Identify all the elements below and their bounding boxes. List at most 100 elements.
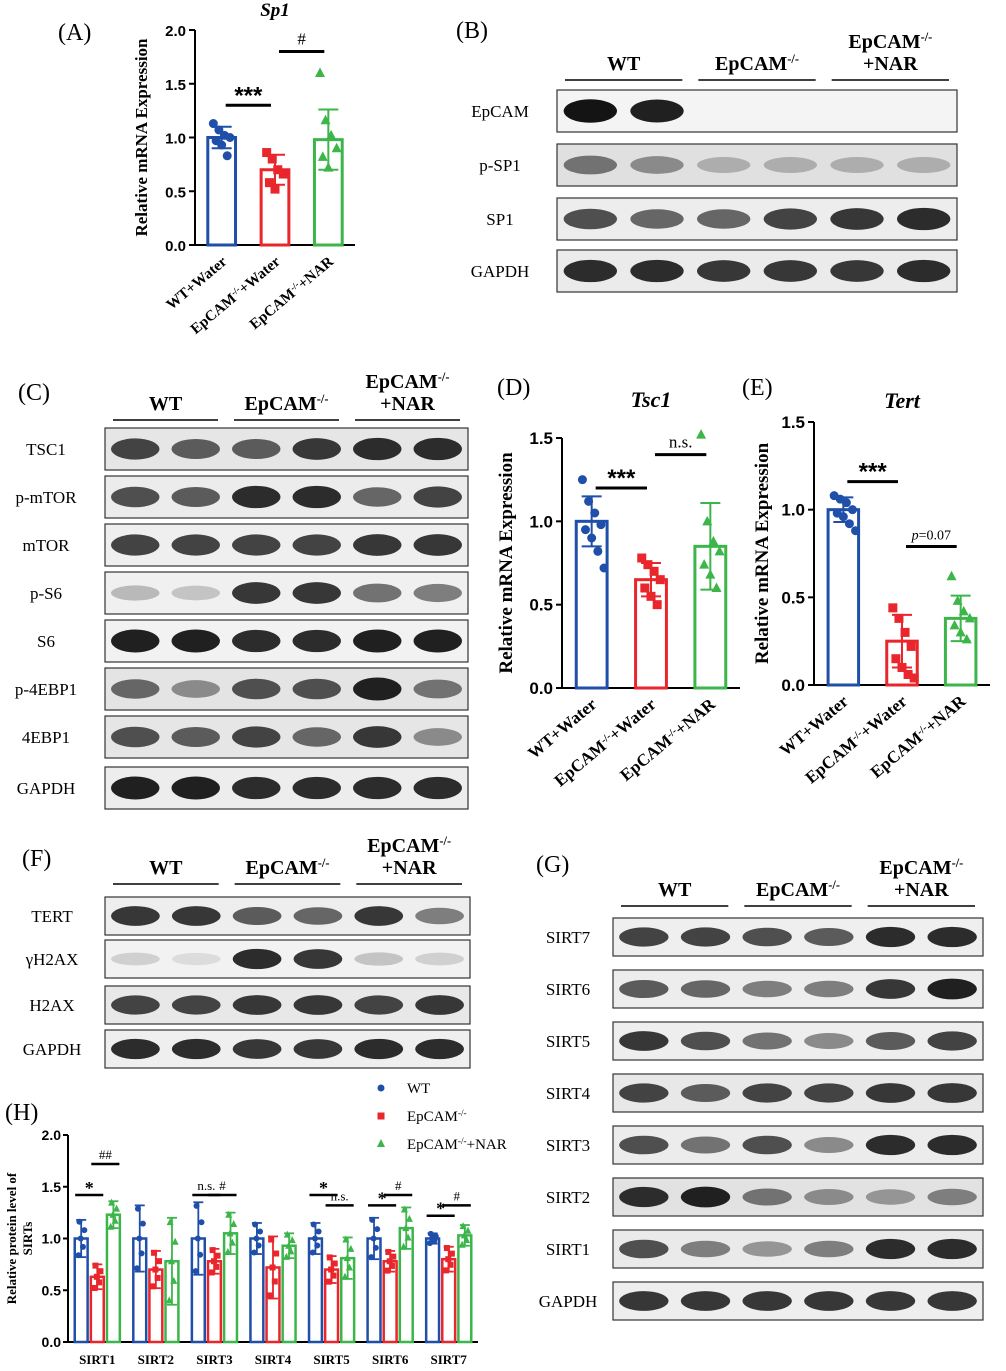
data-point xyxy=(587,533,597,543)
band xyxy=(619,1186,669,1208)
data-point xyxy=(273,1250,280,1257)
data-point xyxy=(463,1236,471,1244)
data-point xyxy=(596,520,606,530)
band xyxy=(293,995,343,1015)
data-point xyxy=(315,67,326,77)
data-point xyxy=(107,1222,115,1230)
data-point xyxy=(278,169,288,179)
y-axis-label: Relative mRNA Expression xyxy=(132,38,151,237)
chart-title: Tert xyxy=(884,388,921,413)
blot-strip xyxy=(104,427,469,471)
blot-strip xyxy=(612,1073,984,1113)
y-tick-label: 0.0 xyxy=(42,1334,62,1350)
band xyxy=(292,582,341,604)
band xyxy=(680,1291,731,1311)
row-label: SIRT5 xyxy=(546,1032,590,1051)
chart-d: 0.0 0.5 1.0 1.5 Relative mRNA Expression Tsc1… xyxy=(496,375,740,790)
band xyxy=(742,1032,792,1050)
data-point xyxy=(270,184,280,194)
band xyxy=(353,677,402,701)
band xyxy=(830,260,884,282)
blot-strip xyxy=(104,571,469,615)
data-point xyxy=(312,1235,319,1242)
y-tick-label: 1.0 xyxy=(42,1231,62,1247)
data-point xyxy=(208,1269,215,1276)
data-point xyxy=(385,1248,392,1255)
significance-label: *** xyxy=(607,465,636,492)
data-point xyxy=(702,515,713,526)
panel-label: (C) xyxy=(18,380,50,406)
y-tick-label: 1.0 xyxy=(165,131,186,148)
band xyxy=(413,679,462,699)
band xyxy=(927,1188,977,1206)
group-label: EpCAM-/- xyxy=(366,370,450,393)
band xyxy=(232,678,281,700)
data-point xyxy=(458,1240,466,1248)
data-point xyxy=(331,142,342,153)
data-point xyxy=(900,627,910,637)
data-point xyxy=(134,1205,141,1212)
blot-b: (B)WT EpCAM-/-EpCAM-/-+NAREpCAMp-SP1SP1GA… xyxy=(456,18,958,293)
blot-strip xyxy=(556,249,958,293)
data-point xyxy=(262,148,272,158)
y-tick-label: 2.0 xyxy=(42,1127,62,1143)
data-point xyxy=(345,1263,353,1271)
significance-label: * xyxy=(85,1178,94,1198)
band xyxy=(171,995,221,1015)
blot-strip xyxy=(612,1125,984,1165)
band xyxy=(619,1291,669,1311)
data-point xyxy=(341,1272,349,1280)
data-point xyxy=(91,1284,98,1291)
band xyxy=(865,926,916,948)
band xyxy=(680,1083,731,1103)
blot-strip xyxy=(612,1177,984,1217)
data-point xyxy=(320,114,331,125)
data-point xyxy=(269,1264,276,1271)
data-point xyxy=(655,575,665,585)
group-label: WT xyxy=(149,857,183,879)
band xyxy=(697,157,751,173)
band xyxy=(353,487,402,507)
data-point xyxy=(342,1235,350,1243)
band xyxy=(619,1083,669,1103)
band xyxy=(171,776,220,800)
group-label: EpCAM-/- xyxy=(246,856,330,879)
data-point xyxy=(894,613,904,623)
data-point xyxy=(251,1249,258,1256)
band xyxy=(111,629,160,653)
band xyxy=(865,1083,916,1103)
group-label: +NAR xyxy=(894,879,949,901)
band xyxy=(292,727,341,747)
data-point xyxy=(343,1254,351,1262)
row-label: SIRT7 xyxy=(546,928,591,947)
data-point xyxy=(958,605,969,616)
data-point xyxy=(214,1252,221,1259)
category-label: SIRT2 xyxy=(138,1352,174,1367)
data-point xyxy=(151,1249,158,1256)
band xyxy=(927,978,977,1000)
data-point xyxy=(136,1235,143,1242)
significance-label: # xyxy=(297,30,306,49)
legend-marker xyxy=(377,1139,385,1147)
band xyxy=(232,485,281,509)
bar xyxy=(457,1234,473,1344)
data-point xyxy=(217,140,227,150)
band xyxy=(804,927,854,947)
data-point xyxy=(168,1257,176,1265)
data-point xyxy=(287,1247,295,1255)
data-point xyxy=(81,1227,88,1234)
band xyxy=(742,1188,792,1206)
panel-label: (B) xyxy=(456,18,488,44)
band xyxy=(927,1238,977,1260)
row-label: SP1 xyxy=(486,210,513,229)
group-label: EpCAM-/- xyxy=(756,878,840,901)
legend-marker xyxy=(377,1112,385,1120)
band xyxy=(171,439,220,459)
data-point xyxy=(443,1267,450,1274)
band xyxy=(232,948,282,970)
panel-label: (A) xyxy=(58,20,91,46)
significance-label: *** xyxy=(234,82,263,109)
data-point xyxy=(224,1247,232,1255)
panel-label: (H) xyxy=(5,1100,38,1126)
